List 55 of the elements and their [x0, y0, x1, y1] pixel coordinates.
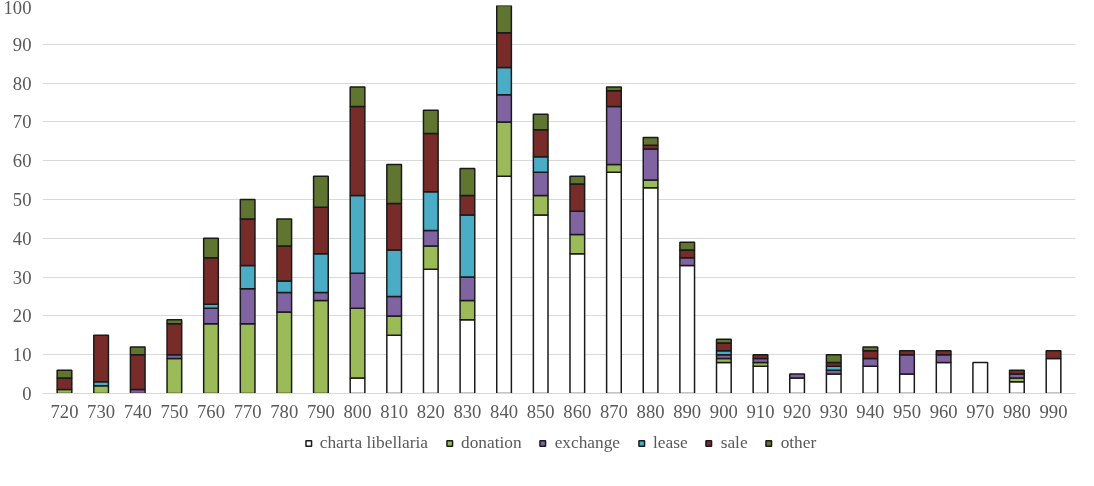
x-tick-label: 790 [306, 400, 335, 422]
bar [93, 334, 110, 383]
x-tick-label: 880 [636, 400, 665, 422]
y-tick-label: 90 [12, 33, 32, 55]
x-tick-label: 990 [1039, 400, 1068, 422]
bar [972, 361, 989, 394]
x-tick-label: 910 [746, 400, 775, 422]
x-tick-label: 820 [416, 400, 445, 422]
x-tick-label: 860 [563, 400, 592, 422]
x-tick-label: 900 [709, 400, 738, 422]
bar [752, 365, 769, 394]
x-tick-label: 850 [526, 400, 555, 422]
x-tick-label: 980 [1002, 400, 1031, 422]
y-tick-label: 30 [12, 266, 32, 288]
x-tick-label: 730 [87, 400, 116, 422]
bar [166, 322, 183, 356]
y-tick-label: 20 [12, 305, 32, 327]
y-tick-label: 60 [12, 150, 32, 172]
y-tick-label: 10 [12, 344, 32, 366]
y-tick-label: 0 [22, 383, 32, 404]
x-tick-label: 800 [343, 400, 372, 422]
x-tick-label: 750 [160, 400, 189, 422]
x-tick-label: 920 [783, 400, 812, 422]
x-tick-label: 780 [270, 400, 299, 422]
y-tick-label: 50 [12, 189, 32, 210]
x-tick-label: 760 [197, 400, 225, 422]
legend-label: lease [653, 432, 688, 453]
legend-label: charta libellaria [319, 432, 428, 453]
bar [825, 353, 842, 364]
x-tick-label: 770 [233, 400, 262, 422]
legend-label: other [780, 432, 817, 453]
y-tick-label: 80 [12, 72, 32, 94]
x-tick-label: 940 [856, 400, 885, 422]
y-tick-label: 70 [12, 111, 32, 133]
x-tick-label: 720 [50, 400, 79, 422]
bar [1008, 369, 1025, 375]
x-tick-label: 960 [929, 400, 958, 422]
x-tick-label: 830 [453, 400, 482, 422]
legend-label: exchange [554, 432, 621, 453]
bar [715, 361, 732, 394]
x-tick-label: 870 [599, 400, 628, 422]
x-tick-label: 930 [819, 400, 848, 422]
x-tick-label: 890 [673, 400, 702, 422]
x-tick-label: 740 [123, 400, 152, 422]
x-tick-label: 810 [380, 400, 409, 422]
x-tick-label: 970 [966, 400, 995, 422]
bar [166, 357, 183, 394]
x-tick-label: 950 [893, 400, 921, 422]
legend-label: sale [720, 432, 748, 453]
y-tick-label: 100 [3, 0, 32, 18]
bar [642, 136, 659, 146]
bar [752, 353, 769, 360]
legend-label: donation [460, 432, 522, 453]
x-tick-label: 840 [490, 400, 519, 422]
y-tick-label: 40 [12, 227, 32, 249]
